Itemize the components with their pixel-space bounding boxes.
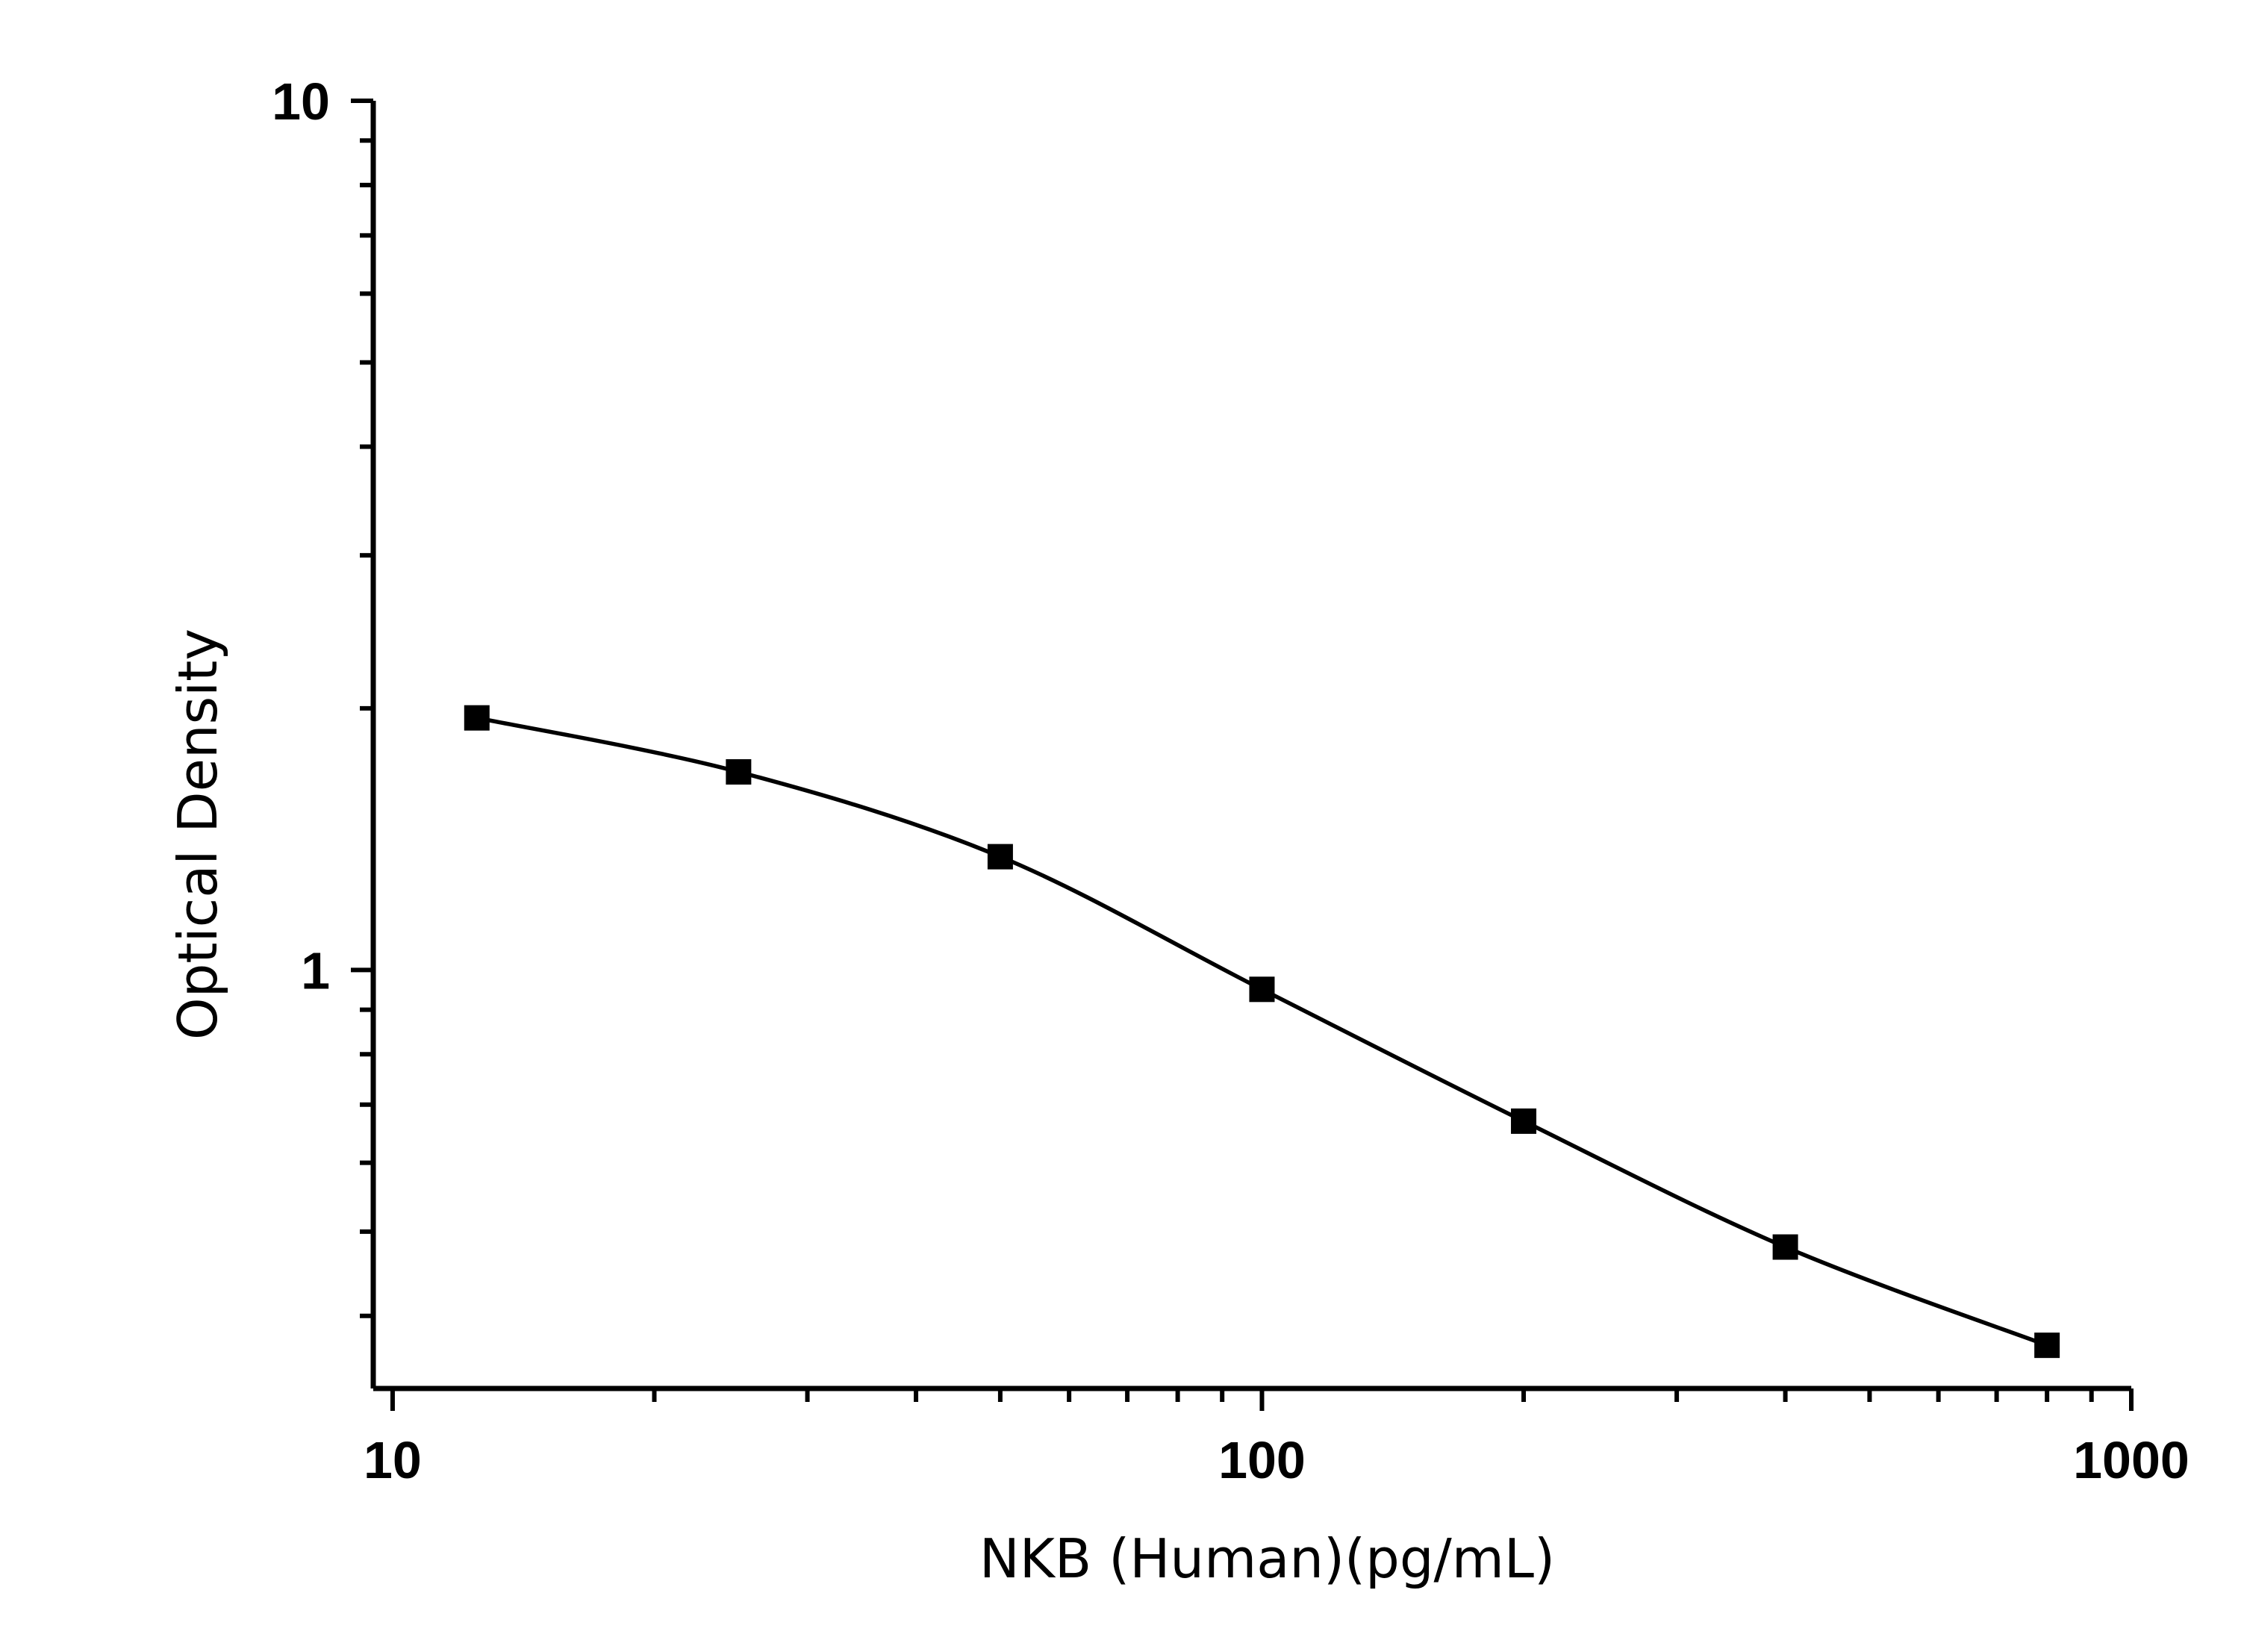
series-layer bbox=[464, 705, 2060, 1359]
data-point-marker bbox=[1511, 1108, 1537, 1134]
x-tick-label: 10 bbox=[364, 1431, 422, 1489]
axes bbox=[370, 101, 2131, 1391]
y-axis-title: Optical Density bbox=[166, 629, 229, 1040]
y-tick-label: 10 bbox=[272, 72, 330, 131]
minor-ticks bbox=[360, 138, 2094, 1402]
major-ticks bbox=[351, 99, 2134, 1411]
data-point-marker bbox=[1249, 976, 1275, 1003]
x-axis-title: NKB (Human)(pg/mL) bbox=[979, 1527, 1555, 1590]
x-tick-label: 100 bbox=[1218, 1431, 1306, 1489]
y-tick-label: 1 bbox=[301, 941, 330, 1000]
fit-curve bbox=[476, 715, 2048, 1347]
data-point-marker bbox=[2034, 1332, 2060, 1359]
data-point-marker bbox=[464, 705, 490, 731]
data-point-marker bbox=[987, 844, 1013, 870]
data-point-marker bbox=[1772, 1234, 1798, 1260]
tick-labels: 10 100 1000 1 10 bbox=[272, 72, 2190, 1489]
data-point-marker bbox=[726, 759, 752, 785]
x-tick-label: 1000 bbox=[2073, 1431, 2190, 1489]
